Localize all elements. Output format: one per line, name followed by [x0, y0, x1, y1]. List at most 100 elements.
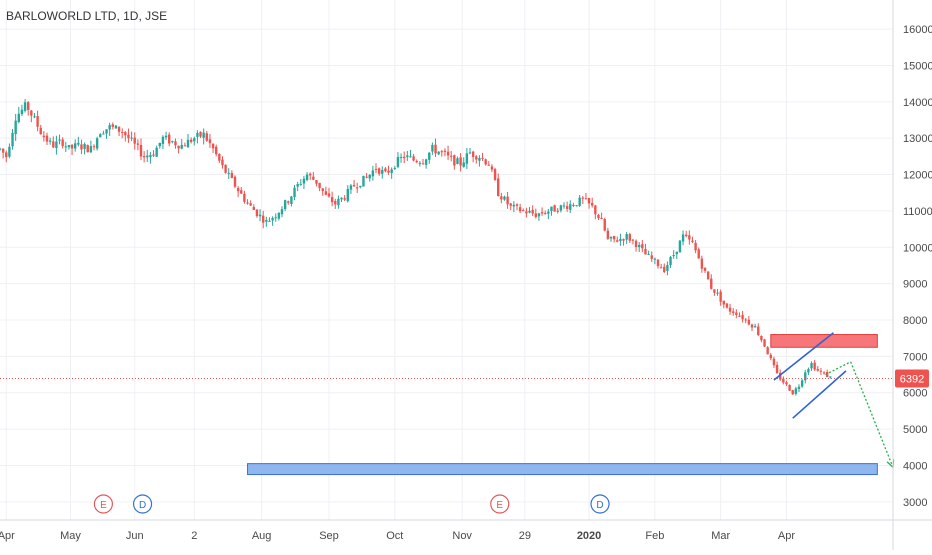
- candle-body: [330, 197, 334, 203]
- price-axis[interactable]: 3000 4000 5000 6000 7000 8000 9000 10000 11000 12…: [892, 0, 932, 550]
- candle-body: [434, 144, 437, 154]
- candle-body: [265, 219, 268, 222]
- candle-body: [230, 172, 234, 178]
- candle-body: [45, 135, 49, 142]
- y-tick-label: 15000: [903, 60, 932, 72]
- candle-body: [559, 205, 563, 211]
- candle-body: [0, 148, 2, 150]
- candle-body: [493, 169, 497, 180]
- candle-body: [95, 138, 99, 149]
- candle-body: [816, 369, 819, 371]
- candle-body: [142, 155, 146, 158]
- candle-body: [478, 158, 481, 161]
- candle-body: [528, 210, 531, 213]
- candle-body: [255, 209, 259, 217]
- candle-body: [139, 144, 143, 157]
- candle-body: [440, 151, 443, 153]
- candle-body: [813, 362, 816, 370]
- candle-body: [659, 267, 663, 269]
- candle-body: [183, 145, 187, 147]
- candle-body: [321, 188, 324, 192]
- candle-body: [381, 169, 384, 174]
- dividend-marker[interactable]: D: [590, 494, 610, 514]
- candle-body: [89, 146, 93, 153]
- grid-lines: [0, 0, 893, 520]
- candle-body: [390, 169, 393, 173]
- candle-body: [663, 266, 666, 273]
- x-tick-label: Apr: [778, 530, 795, 542]
- candle-body: [697, 249, 700, 259]
- candle-body: [522, 210, 525, 212]
- x-tick-label: Apr: [0, 530, 15, 542]
- candle-body: [312, 176, 315, 180]
- x-tick-label: 2: [191, 530, 197, 542]
- candle-body: [74, 143, 77, 149]
- candle-body: [243, 193, 246, 202]
- channel-line[interactable]: [773, 332, 834, 381]
- candle-body: [30, 110, 33, 116]
- candle-body: [634, 240, 638, 248]
- candle-body: [340, 197, 343, 200]
- candle-body: [352, 185, 356, 187]
- candle-body: [349, 185, 353, 190]
- candle-body: [641, 244, 644, 249]
- candle-body: [769, 354, 772, 359]
- earnings-marker[interactable]: E: [490, 494, 510, 514]
- candle-body: [800, 380, 804, 387]
- candle-body: [609, 236, 613, 239]
- candle-body: [92, 146, 96, 148]
- candle-body: [377, 168, 381, 174]
- candle-body: [215, 146, 218, 155]
- candle-body: [453, 155, 456, 166]
- candle-body: [302, 178, 306, 184]
- candle-body: [218, 154, 221, 161]
- candle-body: [8, 146, 11, 157]
- x-tick-label: Jun: [126, 530, 144, 542]
- candle-body: [86, 145, 89, 153]
- candle-body: [387, 170, 390, 173]
- earnings-marker[interactable]: E: [93, 494, 114, 514]
- candle-body: [124, 131, 127, 136]
- candle-body: [565, 206, 569, 209]
- candle-body: [277, 212, 281, 219]
- candle-body: [725, 303, 729, 308]
- candle-body: [829, 376, 832, 378]
- candle-body: [14, 120, 17, 135]
- projection-arrow[interactable]: [850, 361, 894, 468]
- projection-line[interactable]: [825, 361, 851, 376]
- candle-body: [117, 126, 121, 132]
- y-tick-label: 5000: [903, 424, 927, 436]
- candle-body: [703, 267, 707, 271]
- candle-body: [446, 151, 450, 156]
- candle-body: [728, 307, 732, 312]
- candle-body: [17, 113, 20, 122]
- support-zone[interactable]: [247, 463, 878, 476]
- y-tick-label: 8000: [903, 315, 927, 327]
- candle-body: [64, 146, 67, 148]
- candle-body: [487, 164, 490, 166]
- candle-body: [691, 240, 694, 242]
- candle-body: [299, 183, 302, 185]
- candle-body: [11, 132, 14, 147]
- channel-line[interactable]: [792, 370, 847, 419]
- time-axis[interactable]: Apr May Jun 2 Aug Sep Oct Nov 29 2020 Feb Mar Apr: [0, 519, 932, 542]
- candle-body: [293, 187, 296, 198]
- candle-body: [240, 190, 243, 194]
- candle-body: [685, 234, 688, 237]
- candle-body: [268, 220, 271, 222]
- candle-body: [672, 255, 675, 257]
- candle-body: [396, 157, 400, 167]
- candle-body: [227, 172, 230, 174]
- candle-body: [518, 207, 522, 212]
- dividend-marker[interactable]: D: [132, 494, 153, 514]
- candle-body: [622, 239, 625, 241]
- candle-body: [506, 196, 509, 205]
- candle-body: [700, 258, 704, 269]
- candle-body: [537, 213, 541, 217]
- candle-body: [656, 259, 660, 267]
- candle-body: [475, 156, 478, 160]
- candle-body: [177, 145, 180, 149]
- candle-body: [500, 196, 503, 200]
- candle-body: [52, 141, 55, 148]
